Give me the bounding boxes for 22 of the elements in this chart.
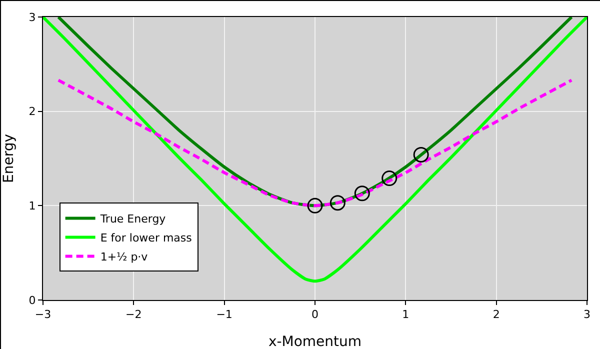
x-tick-label: 1 bbox=[402, 308, 410, 322]
x-tick-label: −3 bbox=[34, 308, 52, 322]
x-tick-label: 2 bbox=[492, 308, 500, 322]
point bbox=[354, 186, 370, 202]
legend-label: True Energy bbox=[99, 212, 166, 226]
y-tick-label: 3 bbox=[28, 10, 36, 24]
x-axis-title: x-Momentum bbox=[268, 334, 362, 349]
y-axis-title: Energy bbox=[1, 134, 17, 184]
point bbox=[307, 198, 323, 214]
x-tick-label: −2 bbox=[126, 308, 142, 322]
line-series bbox=[43, 17, 587, 283]
point bbox=[413, 146, 429, 162]
point bbox=[330, 195, 346, 211]
x-tick-label: 0 bbox=[312, 308, 318, 322]
y-tick-label: 1 bbox=[28, 200, 36, 213]
x-tick-label: −1 bbox=[216, 308, 232, 322]
y-tick-label: 2 bbox=[28, 105, 36, 118]
x-tick-label: 3 bbox=[584, 308, 590, 322]
point bbox=[382, 170, 398, 186]
legend-label: 1+½ p·v bbox=[100, 250, 148, 264]
y-tick-label: 0 bbox=[28, 294, 36, 307]
legend-label: E for lower mass bbox=[100, 231, 192, 244]
